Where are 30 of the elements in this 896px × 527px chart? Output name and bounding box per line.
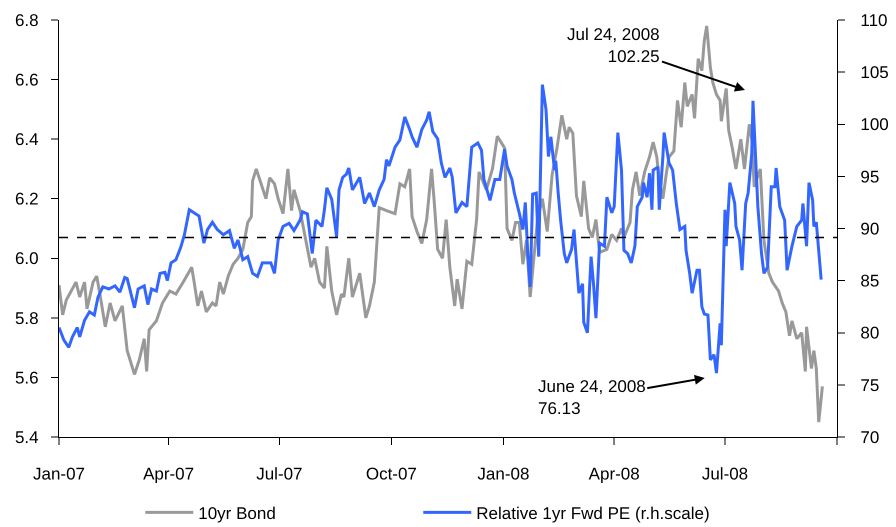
y2-tick-label: 90 [860,219,880,238]
line-series [59,24,824,424]
x-tick-label: Jan-08 [477,464,530,484]
y-tick-label: 6.4 [14,130,39,150]
y-tick-label: 5.6 [14,368,39,388]
line-series [59,83,823,375]
y-tick-label: 6.2 [14,190,39,209]
y2-tick-label: 75 [860,376,880,395]
annotation: June 24, 2008 76.13 [538,377,646,418]
x-tick-label: Apr-07 [143,464,194,484]
annotation: Jul 24, 2008 102.25 [567,25,660,66]
y-tick-label: 6.8 [14,10,39,30]
x-tick-label: Jul-07 [256,464,303,484]
y2-tick-label: 110 [860,10,888,30]
y-tick-label: 6.0 [14,249,39,268]
x-tick-label: Oct-07 [366,464,417,484]
y2-tick-label: 85 [860,272,880,291]
y2-tick-label: 100 [860,115,889,134]
x-tick-label: Apr-08 [588,464,640,484]
y-tick-label: 5.4 [14,428,39,447]
x-tick-label: Jan-07 [33,464,85,484]
y2-tick-label: 95 [860,167,880,186]
y2-tick-label: 80 [860,324,880,343]
legend-label: Relative 1yr Fwd PE (r.h.scale) [476,504,710,523]
x-tick-label: Jul-08 [702,464,748,484]
legend-label: 10yr Bond [198,504,276,523]
y-tick-label: 6.6 [14,70,39,90]
y-tick-label: 5.8 [14,308,39,328]
y2-tick-label: 70 [860,428,880,447]
y2-tick-label: 105 [860,63,889,82]
